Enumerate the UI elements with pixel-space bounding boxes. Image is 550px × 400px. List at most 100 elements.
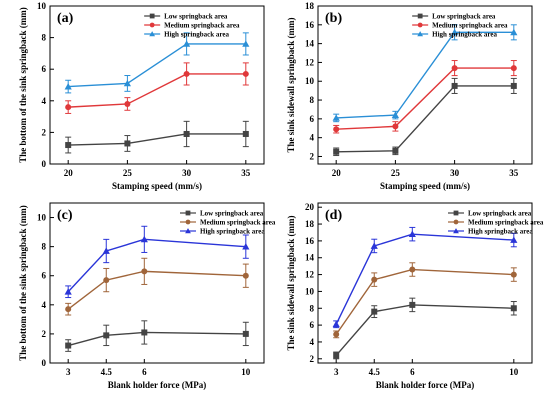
data-point (64, 288, 72, 295)
y-tick-label: 10 (305, 76, 315, 86)
y-axis-title: The bottom of the sink springback (mm) (18, 7, 28, 163)
series-square (333, 77, 517, 157)
data-point (65, 104, 72, 111)
data-point (65, 142, 72, 149)
series-square (333, 297, 517, 360)
y-tick-label: 16 (305, 20, 315, 30)
chart-panel-2: (b) 20 25 30 35 2 4 6 8 10 12 14 16 18 Stamping speed … (286, 1, 533, 191)
x-tick-label: 3 (334, 367, 339, 377)
data-point (409, 301, 416, 308)
data-point (183, 130, 190, 137)
data-point (510, 28, 518, 36)
data-point (510, 305, 517, 312)
data-point (103, 277, 110, 284)
y-axis-title: The bottom of the sink springback (mm) (18, 205, 28, 361)
legend-marker (417, 13, 423, 19)
legend-marker (185, 228, 191, 234)
y-tick-label: 2 (310, 354, 315, 364)
y-tick-label: 4 (42, 300, 47, 310)
data-point (371, 276, 378, 283)
series-line (67, 270, 246, 310)
series-line (68, 133, 246, 146)
y-tick-label: 6 (310, 114, 315, 124)
y-tick-label: 2 (42, 329, 47, 339)
y-tick-label: 10 (37, 1, 47, 11)
data-point (332, 320, 340, 328)
data-point (124, 100, 131, 107)
y-tick-label: 6 (42, 271, 47, 281)
y-tick-label: 14 (305, 39, 315, 49)
data-point (123, 79, 131, 87)
data-point (65, 342, 72, 349)
x-tick-label: 35 (509, 168, 519, 178)
data-point (103, 332, 110, 339)
series-line (335, 304, 514, 356)
legend-marker (149, 13, 155, 19)
y-tick-label: 10 (37, 213, 47, 223)
legend-label: High springback area (200, 228, 265, 236)
data-point (451, 28, 459, 36)
data-point (371, 308, 378, 315)
data-point (391, 111, 399, 118)
legend-label: Low springback area (432, 13, 496, 21)
x-tick-label: 4.5 (101, 367, 113, 377)
legend-marker (149, 22, 155, 28)
x-axis-title: Stamping speed (mm/s) (380, 181, 470, 191)
legend-label: High springback area (468, 228, 533, 236)
y-tick-label: 18 (305, 219, 315, 229)
legend-label: Low springback area (200, 210, 264, 218)
chart-panel-1: (a) 20 25 30 35 0 2 4 6 8 10 Stamping speed (mm/s) T… (18, 1, 265, 191)
series-line (67, 238, 246, 293)
y-axis-title: The sink sidewall springback (mm) (286, 215, 296, 350)
y-tick-label: 8 (310, 303, 315, 313)
data-point (451, 65, 458, 72)
x-axis-title: Stamping speed (mm/s) (112, 181, 202, 191)
legend-marker (185, 219, 191, 225)
data-point (333, 352, 340, 359)
y-tick-label: 10 (305, 286, 315, 296)
data-point (124, 140, 131, 147)
data-point (409, 266, 416, 273)
y-tick-label: 8 (310, 95, 315, 105)
chart-panel-3: (c) 3 4.5 6 10 0 2 4 6 8 10 Blank holder force (MPa… (18, 202, 276, 390)
plot-frame (49, 5, 265, 165)
series-triangle (64, 225, 250, 299)
plot-frame (317, 202, 533, 364)
data-point (392, 147, 399, 154)
x-tick-label: 30 (182, 168, 192, 178)
legend-label: High springback area (164, 31, 229, 39)
y-tick-label: 8 (42, 33, 47, 43)
data-point (242, 40, 250, 47)
panel-label: (c) (57, 208, 73, 223)
series-line (68, 73, 246, 108)
y-tick-label: 8 (42, 242, 47, 252)
series-circle (333, 60, 517, 134)
x-tick-label: 25 (391, 168, 401, 178)
y-tick-label: 4 (310, 133, 315, 143)
legend-label: Medium springback area (200, 219, 276, 227)
data-point (392, 123, 399, 130)
data-point (242, 272, 249, 279)
data-point (102, 247, 110, 254)
legend-label: Low springback area (164, 13, 228, 21)
data-point (451, 82, 458, 89)
x-tick-label: 35 (241, 168, 251, 178)
data-point (141, 329, 148, 336)
series-triangle (332, 226, 518, 329)
y-tick-label: 6 (310, 320, 315, 330)
series-line (335, 233, 514, 325)
data-point (242, 330, 249, 337)
legend-marker (453, 228, 459, 234)
data-point (370, 242, 378, 249)
y-tick-label: 4 (310, 337, 315, 347)
x-tick-label: 25 (123, 168, 133, 178)
y-tick-label: 14 (305, 253, 315, 263)
y-tick-label: 12 (305, 270, 315, 280)
x-tick-label: 3 (66, 367, 71, 377)
legend-marker (417, 31, 424, 37)
series-circle (65, 62, 249, 114)
data-point (510, 271, 517, 278)
y-tick-label: 0 (42, 159, 47, 169)
legend-label: Medium springback area (468, 219, 544, 227)
